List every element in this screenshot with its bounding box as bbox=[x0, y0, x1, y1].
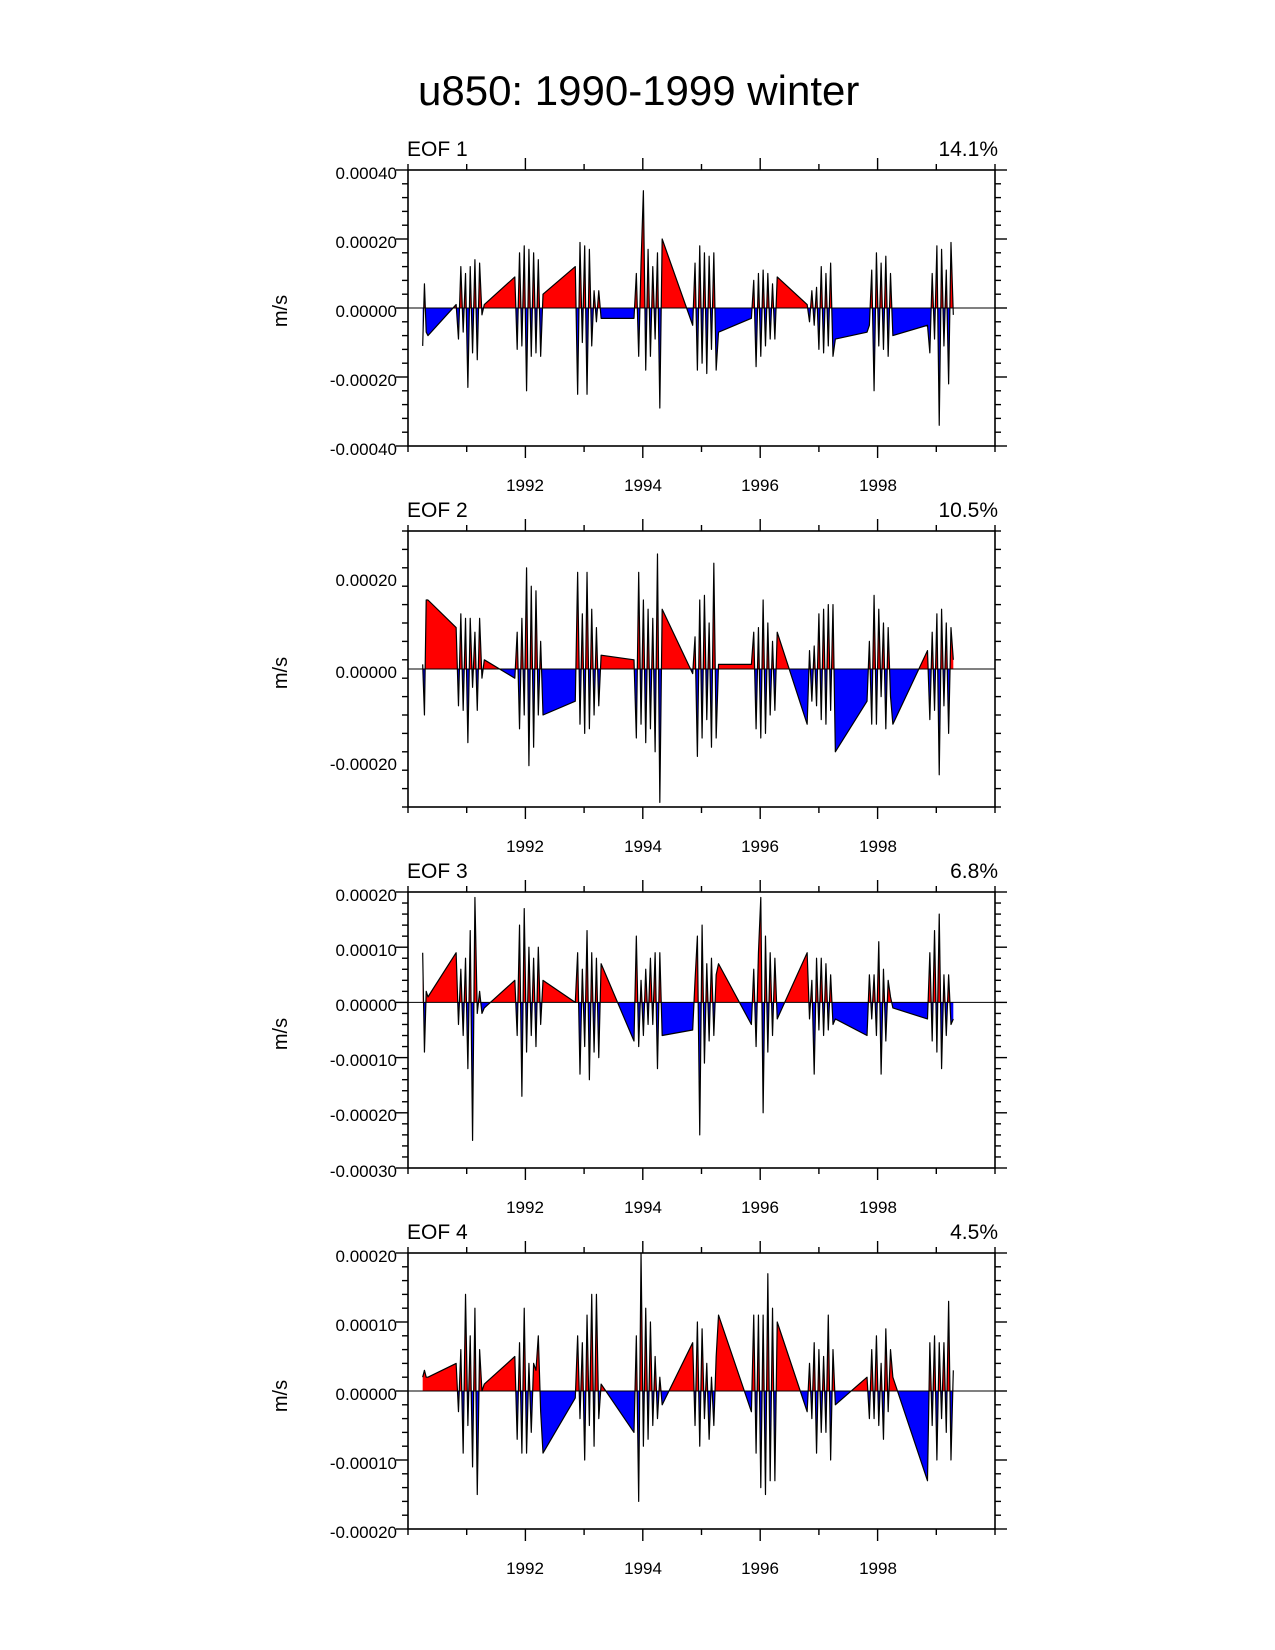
y-tick-label: -0.00030 bbox=[330, 1162, 397, 1181]
negative-fill-area bbox=[891, 1002, 929, 1019]
panel-eof1: EOF 1 14.1% m/s 0.00040 0.00020 0.00000 … bbox=[270, 138, 998, 495]
x-tick-label: 1994 bbox=[624, 837, 662, 856]
x-tick-label: 1994 bbox=[624, 476, 662, 495]
x-tick-label: 1994 bbox=[624, 1198, 662, 1217]
series-line bbox=[422, 1252, 954, 1503]
negative-fill-area bbox=[600, 308, 635, 319]
x-tick-label: 1996 bbox=[741, 1198, 779, 1217]
y-tick-label: -0.00010 bbox=[330, 1454, 397, 1473]
negative-fill-area bbox=[480, 1002, 491, 1014]
x-tick-label: 1992 bbox=[506, 1559, 544, 1578]
x-tick-label: 1996 bbox=[741, 837, 779, 856]
positive-fill-area bbox=[718, 632, 755, 669]
x-tick-label: 1998 bbox=[859, 1559, 897, 1578]
variance-label: 14.1% bbox=[938, 138, 998, 161]
panel-eof4: EOF 4 4.5% m/s 0.00020 0.00010 0.00000 -… bbox=[270, 1221, 998, 1578]
negative-fill-area bbox=[831, 1002, 869, 1036]
series-line bbox=[422, 190, 954, 426]
x-tick-label: 1996 bbox=[741, 476, 779, 495]
y-tick-label: -0.00010 bbox=[330, 1051, 397, 1070]
y-tick-label: 0.00020 bbox=[336, 571, 397, 590]
negative-fill-area bbox=[541, 669, 576, 715]
positive-fill-area bbox=[541, 952, 579, 1003]
y-tick-label: -0.00020 bbox=[330, 755, 397, 774]
series-line bbox=[422, 553, 954, 804]
panel-title: EOF 3 bbox=[407, 860, 468, 883]
positive-fill-area bbox=[422, 1363, 458, 1391]
y-tick-label: 0.00000 bbox=[336, 663, 397, 682]
panel-eof3: EOF 3 6.8% m/s 0.00020 0.00010 0.00000 -… bbox=[270, 860, 998, 1217]
x-tick-label: 1998 bbox=[859, 1198, 897, 1217]
y-tick-label: 0.00000 bbox=[336, 302, 397, 321]
variance-label: 4.5% bbox=[950, 1221, 998, 1244]
negative-fill-area bbox=[831, 308, 871, 357]
y-tick-label: 0.00000 bbox=[336, 996, 397, 1015]
negative-fill-area bbox=[891, 308, 932, 353]
negative-fill-area bbox=[889, 669, 919, 725]
x-tick-label: 1992 bbox=[506, 1198, 544, 1217]
y-tick-label: 0.00040 bbox=[336, 164, 397, 183]
positive-fill-area bbox=[483, 276, 516, 308]
y-axis-label: m/s bbox=[270, 295, 292, 327]
variance-label: 6.8% bbox=[950, 860, 998, 883]
variance-label: 10.5% bbox=[938, 499, 998, 522]
positive-fill-area bbox=[715, 1315, 745, 1391]
negative-fill-area bbox=[714, 308, 753, 371]
positive-fill-area bbox=[425, 600, 458, 669]
negative-fill-area bbox=[540, 1391, 576, 1454]
chart-marks bbox=[396, 158, 1007, 1541]
y-tick-label: 0.00010 bbox=[336, 941, 397, 960]
positive-fill-area bbox=[715, 963, 740, 1003]
panel-title: EOF 4 bbox=[407, 1221, 468, 1244]
series-line bbox=[422, 896, 954, 1142]
y-tick-label: 0.00020 bbox=[336, 1247, 397, 1266]
panel-eof2: EOF 2 10.5% m/s 0.00020 0.00000 -0.00020… bbox=[270, 499, 998, 856]
y-tick-label: -0.00040 bbox=[330, 440, 397, 459]
figure-title: u850: 1990-1999 winter bbox=[418, 67, 859, 114]
y-tick-label: 0.00010 bbox=[336, 1316, 397, 1335]
y-tick-label: -0.00020 bbox=[330, 371, 397, 390]
y-tick-label: -0.00020 bbox=[330, 1523, 397, 1542]
positive-fill-area bbox=[542, 266, 577, 308]
x-tick-label: 1996 bbox=[741, 1559, 779, 1578]
x-tick-label: 1992 bbox=[506, 476, 544, 495]
x-tick-label: 1998 bbox=[859, 837, 897, 856]
positive-fill-area bbox=[776, 276, 808, 308]
y-axis-label: m/s bbox=[270, 1018, 292, 1050]
x-tick-label: 1992 bbox=[506, 837, 544, 856]
x-tick-label: 1998 bbox=[859, 476, 897, 495]
negative-fill-area bbox=[834, 669, 869, 752]
y-tick-label: -0.00020 bbox=[330, 1106, 397, 1125]
y-tick-label: 0.00000 bbox=[336, 1385, 397, 1404]
y-tick-label: 0.00020 bbox=[336, 886, 397, 905]
y-tick-label: 0.00020 bbox=[336, 233, 397, 252]
y-axis-label: m/s bbox=[270, 1380, 292, 1412]
panel-title: EOF 2 bbox=[407, 499, 468, 522]
x-tick-label: 1994 bbox=[624, 1559, 662, 1578]
panel-title: EOF 1 bbox=[407, 138, 468, 161]
y-axis-label: m/s bbox=[270, 657, 292, 689]
positive-fill-area bbox=[600, 655, 635, 669]
negative-fill-area bbox=[661, 1002, 694, 1036]
positive-fill-area bbox=[425, 952, 458, 1003]
